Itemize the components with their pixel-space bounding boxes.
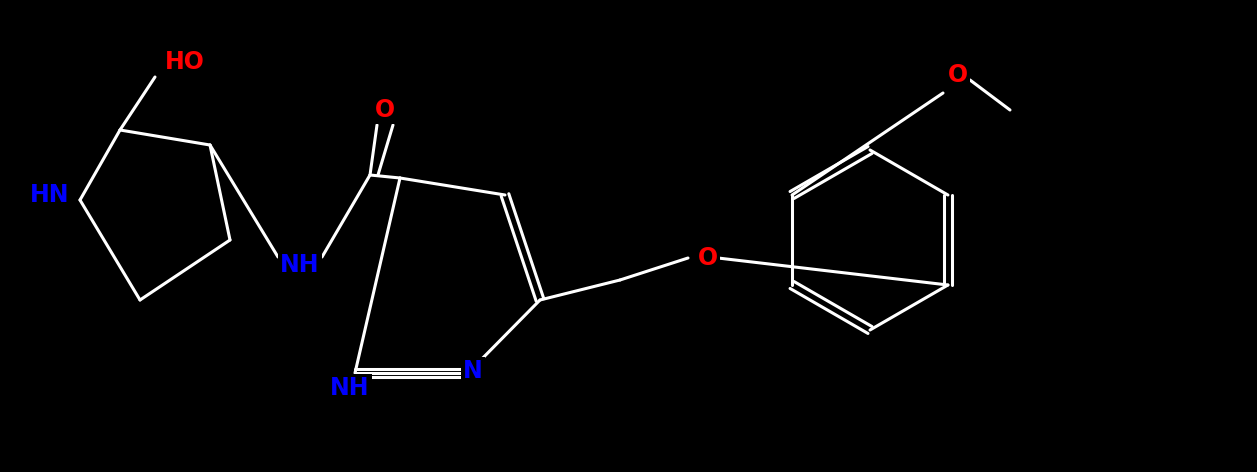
Text: O: O xyxy=(375,98,395,122)
Text: NH: NH xyxy=(280,253,319,277)
Text: HO: HO xyxy=(165,50,205,74)
Text: NH: NH xyxy=(331,376,370,400)
Text: O: O xyxy=(698,246,718,270)
Text: O: O xyxy=(948,63,968,87)
Text: HN: HN xyxy=(30,183,69,207)
Text: N: N xyxy=(463,359,483,383)
